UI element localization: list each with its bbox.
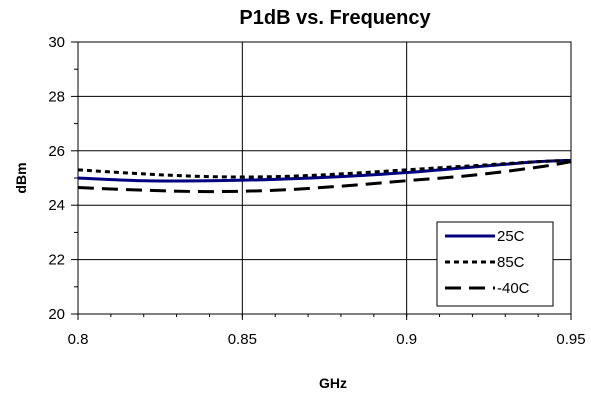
x-tick-label: 0.85 (228, 331, 257, 348)
y-tick-label: 30 (48, 34, 65, 51)
legend-label: 85C (497, 254, 525, 271)
y-tick-label: 22 (48, 252, 65, 269)
x-tick-label: 0.9 (396, 331, 417, 348)
x-axis-title: GHz (319, 375, 347, 391)
series-line-2 (77, 160, 572, 194)
series-line-1 (77, 158, 572, 179)
y-tick-label: 20 (48, 306, 65, 323)
y-axis-title: dBm (13, 162, 29, 193)
x-tick-label: 0.95 (556, 331, 585, 348)
series-line-0 (77, 158, 572, 183)
plot-area: 20 22 24 26 28 30 0.8 0.85 0.9 0.95 25C 85C -40C (48, 34, 585, 348)
chart-title: P1dB vs. Frequency (239, 7, 431, 29)
y-tick-label: 24 (48, 197, 65, 214)
x-tick-label: 0.8 (68, 331, 89, 348)
legend-label: 25C (497, 228, 525, 245)
legend-label: -40C (497, 280, 530, 297)
y-tick-label: 26 (48, 143, 65, 160)
y-tick-label: 28 (48, 88, 65, 105)
